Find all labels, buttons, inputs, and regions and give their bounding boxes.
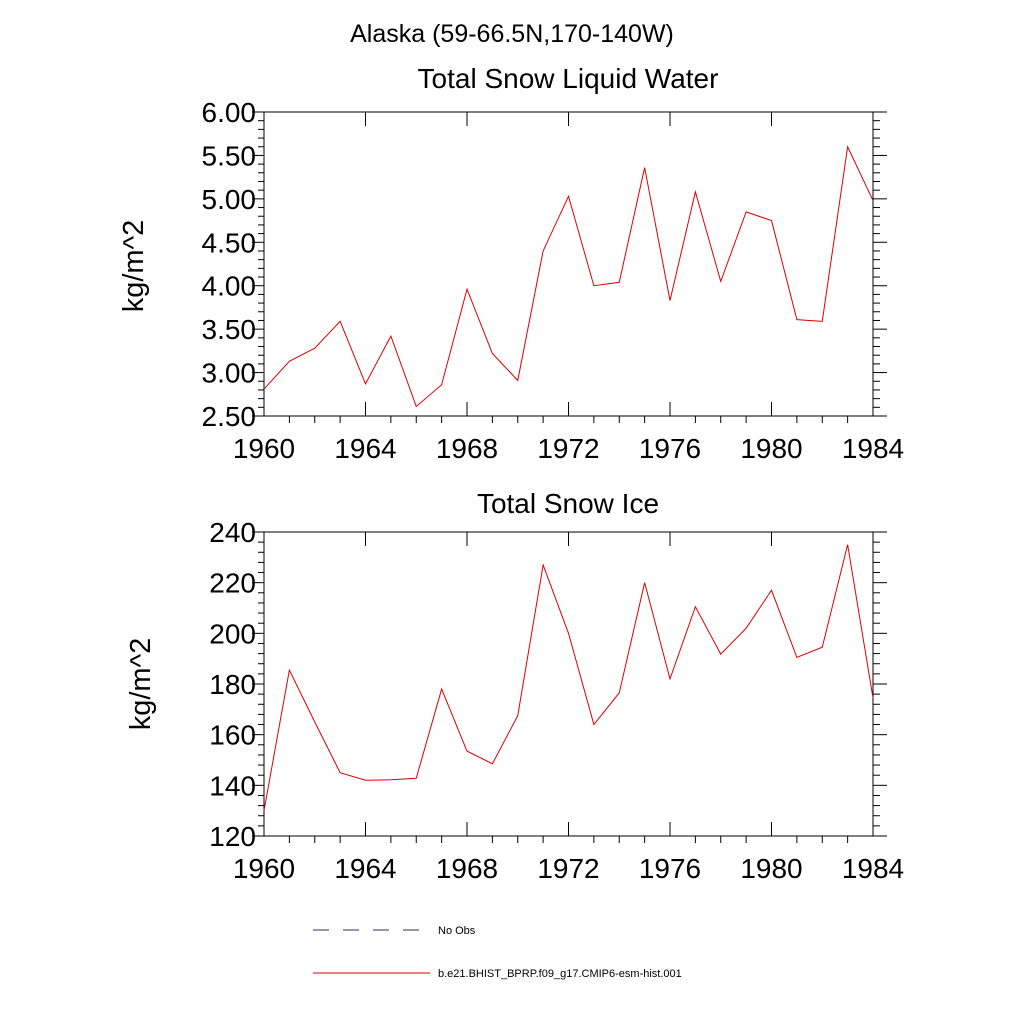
- legend: No Obs b.e21.BHIST_BPRP.f09_g17.CMIP6-es…: [313, 925, 682, 980]
- series-line-0: [263, 145, 874, 408]
- x-tick-label: 1960: [233, 853, 295, 884]
- x-tick-label: 1972: [537, 433, 599, 464]
- x-tick-label: 1976: [639, 433, 701, 464]
- y-tick-label: 180: [209, 669, 256, 700]
- x-tick-label: 1964: [334, 853, 396, 884]
- panel-title: Total Snow Ice: [477, 488, 659, 519]
- series-layer: [263, 145, 874, 408]
- y-tick-labels: 2.50 3.00 3.50 4.00 4.50 5.00 5.50 6.00: [202, 97, 257, 432]
- x-tick-label: 1968: [436, 853, 498, 884]
- x-tick-labels: 1960 1964 1968 1972 1976 1980 1984: [233, 853, 904, 884]
- y-tick-label: 4.50: [202, 227, 257, 258]
- x-tick-label: 1972: [537, 853, 599, 884]
- plot-frame: [263, 111, 874, 417]
- x-tick-label: 1968: [436, 433, 498, 464]
- x-tick-label: 1984: [842, 853, 904, 884]
- y-tick-label: 220: [209, 568, 256, 599]
- y-tick-label: 240: [209, 517, 256, 548]
- legend-label-model: b.e21.BHIST_BPRP.f09_g17.CMIP6-esm-hist.…: [438, 968, 682, 980]
- y-axis-label: kg/m^2: [125, 638, 157, 731]
- y-tick-label: 3.50: [202, 314, 257, 345]
- figure-suptitle: Alaska (59-66.5N,170-140W): [350, 20, 674, 48]
- y-tick-label: 140: [209, 770, 256, 801]
- x-tick-label: 1980: [740, 433, 802, 464]
- x-tick-label: 1980: [740, 853, 802, 884]
- y-tick-label: 160: [209, 720, 256, 751]
- y-tick-label: 200: [209, 618, 256, 649]
- legend-label-no-obs: No Obs: [438, 925, 476, 937]
- x-tick-label: 1960: [233, 433, 295, 464]
- y-tick-label: 2.50: [202, 401, 257, 432]
- series-line-0: [263, 544, 874, 811]
- y-tick-label: 5.00: [202, 184, 257, 215]
- y-tick-labels: 120 140 160 180 200 220 240: [209, 517, 256, 852]
- x-tick-labels: 1960 1964 1968 1972 1976 1980 1984: [233, 433, 904, 464]
- panel-liquid-water: Total Snow Liquid Water kg/m^2 2.50 3.00 3…: [118, 63, 904, 464]
- series-layer: [263, 544, 874, 811]
- x-tick-label: 1976: [639, 853, 701, 884]
- y-tick-label: 120: [209, 821, 256, 852]
- y-tick-label: 5.50: [202, 140, 257, 171]
- tick-marks: [252, 111, 887, 423]
- y-tick-label: 4.00: [202, 271, 257, 302]
- y-tick-label: 3.00: [202, 358, 257, 389]
- x-tick-label: 1984: [842, 433, 904, 464]
- x-tick-label: 1964: [334, 433, 396, 464]
- y-axis-label: kg/m^2: [118, 220, 150, 313]
- y-tick-label: 6.00: [202, 97, 257, 128]
- panel-title: Total Snow Liquid Water: [418, 63, 719, 94]
- panel-snow-ice: Total Snow Ice kg/m^2 120 140 160 180 200 220…: [125, 488, 904, 884]
- tick-marks: [252, 531, 887, 843]
- plot-frame: [263, 531, 874, 837]
